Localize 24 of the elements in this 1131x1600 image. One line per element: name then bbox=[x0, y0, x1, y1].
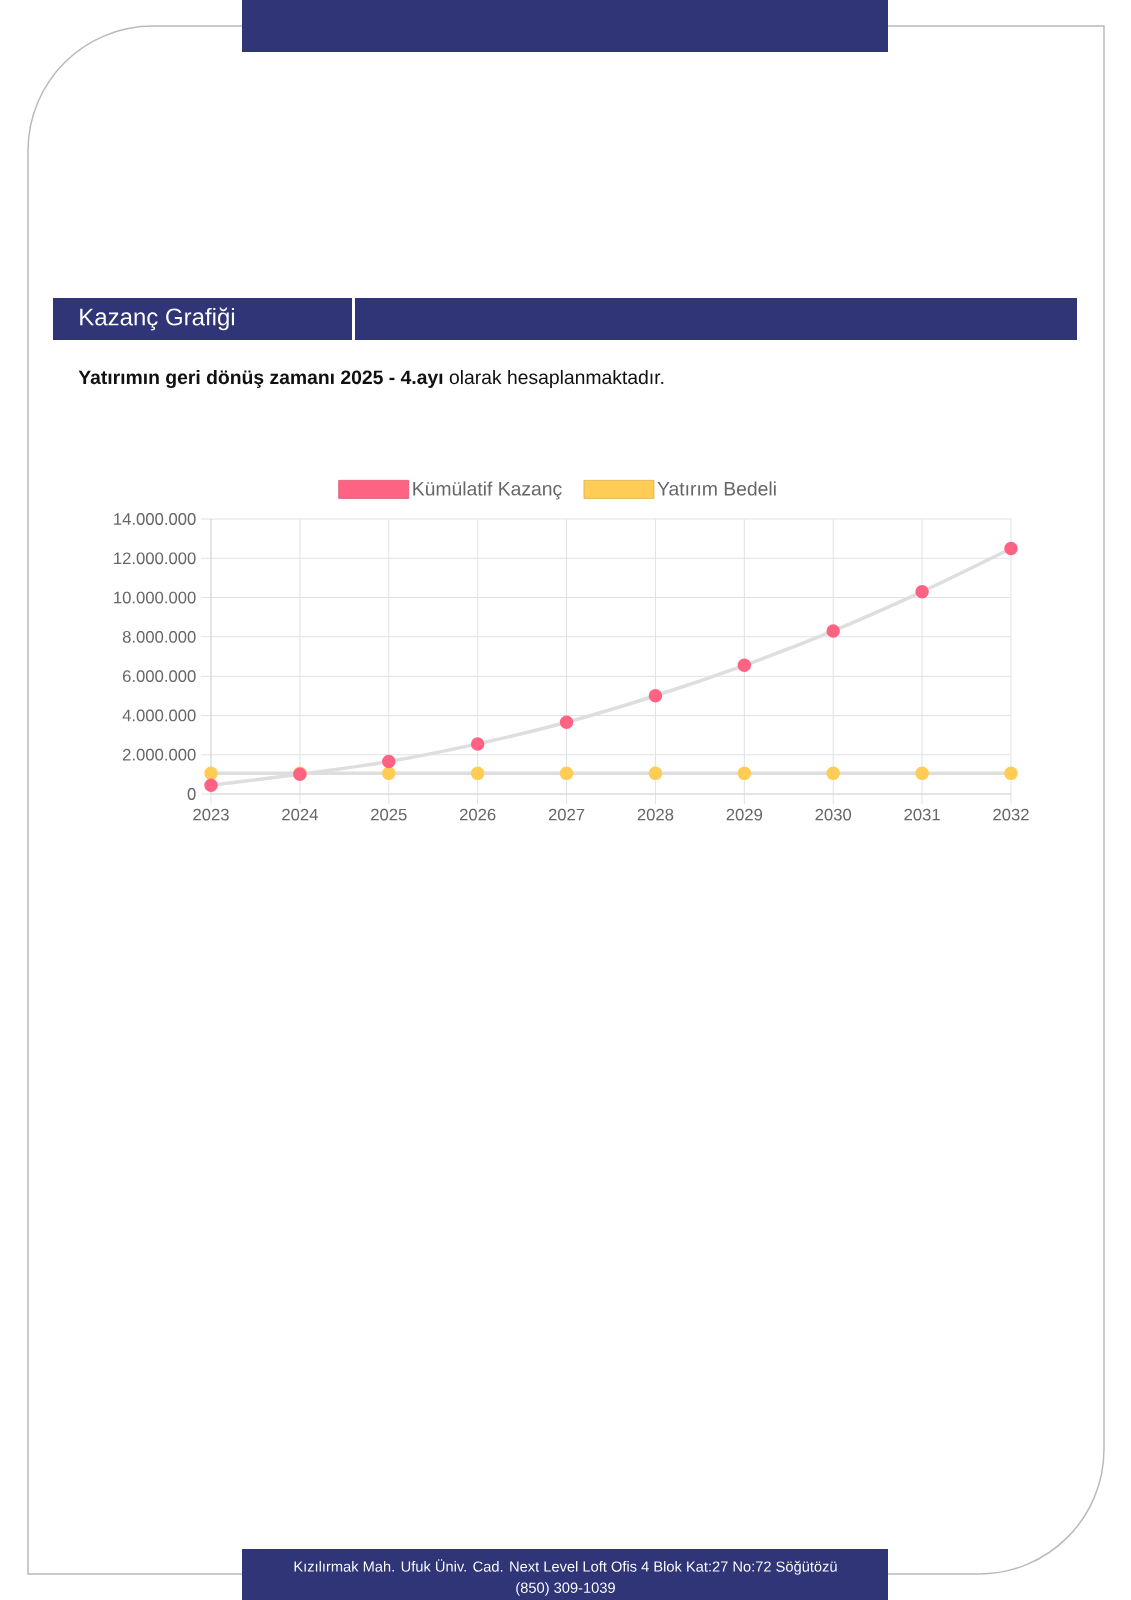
x-tick-label: 2026 bbox=[459, 808, 496, 821]
x-tick-label: 2027 bbox=[548, 808, 585, 821]
y-tick-label: 6.000.000 bbox=[122, 670, 196, 683]
y-tick-label: 14.000.000 bbox=[114, 513, 196, 525]
y-tick-label: 8.000.000 bbox=[122, 630, 196, 643]
x-tick-label: 2023 bbox=[193, 808, 229, 821]
x-tick-label: 2032 bbox=[993, 808, 1029, 821]
x-tick-label: 2030 bbox=[815, 808, 852, 821]
legend-label: Kümülatif Kazanç bbox=[413, 481, 562, 500]
y-tick-label: 10.000.000 bbox=[114, 591, 196, 604]
text: Kızılırmak Mah. Ufuk Üniv. Cad. Next Level Loft Ofis 4 Blok Kat:27 No:72 Söğütözü bbox=[294, 1559, 837, 1575]
y-tick-label: 12.000.000 bbox=[114, 552, 196, 565]
x-tick-label: 2025 bbox=[371, 808, 407, 821]
chart-title: Kazanç Grafiği bbox=[80, 307, 235, 331]
y-tick-label: 4.000.000 bbox=[122, 709, 196, 722]
text: (850) 309-1039 bbox=[516, 1582, 615, 1596]
x-tick-label: 2028 bbox=[637, 808, 674, 821]
y-tick-label: 2.000.000 bbox=[122, 748, 196, 761]
x-tick-label: 2029 bbox=[726, 808, 763, 821]
legend-label: Yatırım Bedeli bbox=[657, 481, 776, 496]
x-tick-label: 2024 bbox=[282, 808, 318, 821]
x-tick-label: 2031 bbox=[904, 808, 940, 821]
chart-subtitle: Yatırımın geri dönüş zamanı 2025 - 4.ayı olarak hesaplanmaktadır. bbox=[78, 369, 664, 389]
y-tick-label: 0 bbox=[187, 788, 196, 800]
